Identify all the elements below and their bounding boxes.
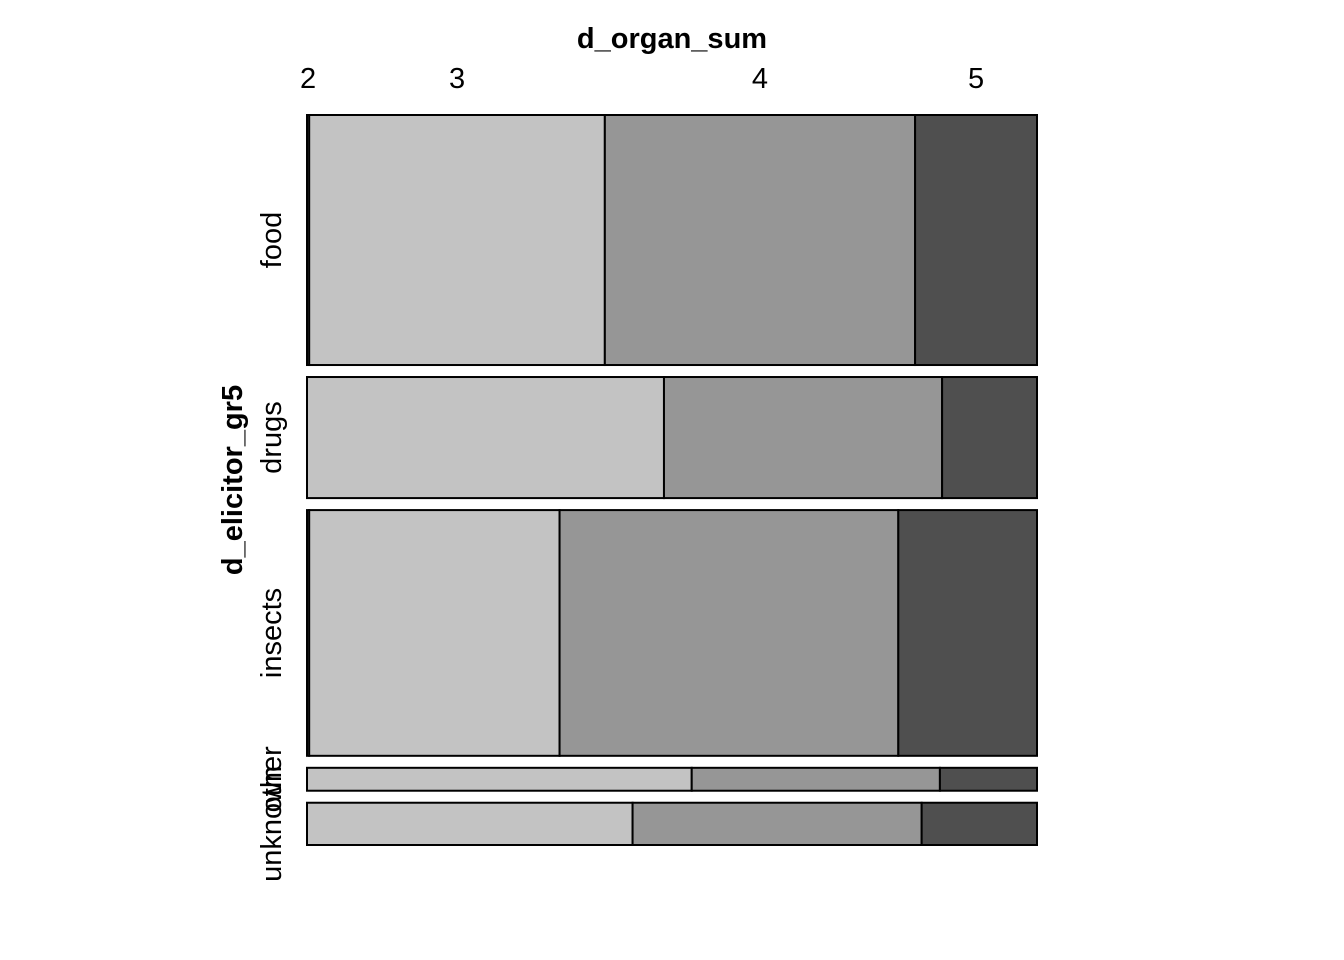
column-tick-5: 5 bbox=[968, 63, 984, 95]
row-label-insects: insects bbox=[256, 588, 288, 678]
mosaic-tile-food-3 bbox=[308, 114, 606, 367]
column-tick-labels: 2 3 4 5 bbox=[300, 63, 984, 95]
mosaic-tile-insects-3 bbox=[308, 509, 561, 757]
column-tick-2: 2 bbox=[300, 63, 316, 95]
mosaic-tiles bbox=[306, 114, 1039, 846]
mosaic-tile-drugs-4 bbox=[662, 376, 944, 500]
mosaic-tile-other-4 bbox=[690, 766, 941, 792]
mosaic-tile-unknown-3 bbox=[306, 801, 634, 846]
row-label-unknown: unknown bbox=[256, 766, 288, 882]
mosaic-tile-insects-4 bbox=[558, 509, 900, 757]
row-label-food: food bbox=[256, 212, 288, 268]
x-axis-title: d_organ_sum bbox=[577, 23, 767, 55]
mosaic-tile-other-5 bbox=[938, 766, 1038, 792]
row-label-other: other bbox=[256, 746, 288, 812]
mosaic-tile-food-4 bbox=[603, 114, 917, 367]
mosaic-tile-drugs-3 bbox=[306, 376, 665, 500]
mosaic-tile-food-5 bbox=[914, 114, 1039, 367]
column-tick-4: 4 bbox=[752, 63, 768, 95]
mosaic-tile-insects-5 bbox=[897, 509, 1038, 757]
mosaic-tile-unknown-4 bbox=[631, 801, 923, 846]
mosaic-tile-unknown-5 bbox=[920, 801, 1038, 846]
row-label-drugs: drugs bbox=[256, 401, 288, 474]
column-tick-3: 3 bbox=[449, 63, 465, 95]
y-axis-title: d_elicitor_gr5 bbox=[217, 385, 249, 575]
mosaic-tile-drugs-5 bbox=[941, 376, 1038, 500]
mosaic-tile-other-3 bbox=[306, 766, 693, 792]
